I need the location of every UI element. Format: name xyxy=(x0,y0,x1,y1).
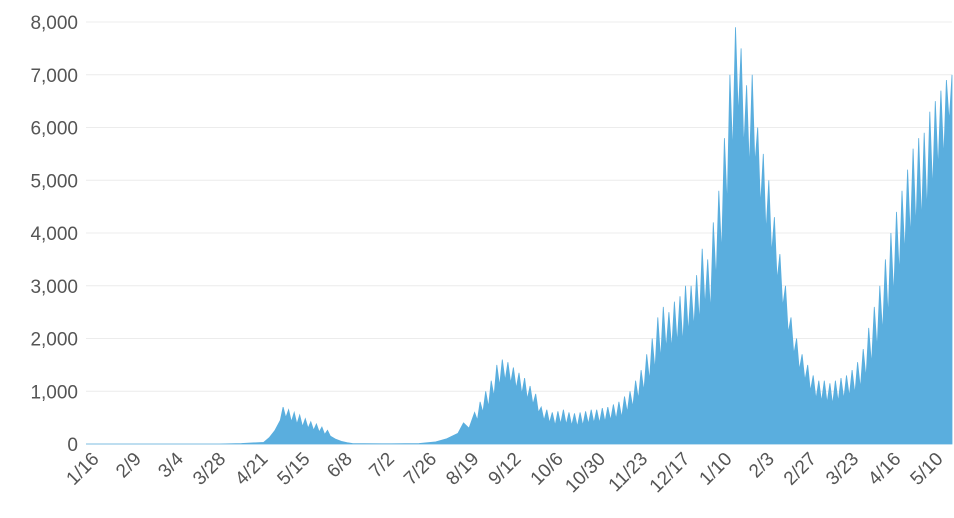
series-area xyxy=(86,27,953,445)
x-tick-label: 2/27 xyxy=(780,449,821,490)
x-tick-label: 3/4 xyxy=(154,448,188,482)
y-tick-label: 8,000 xyxy=(30,13,78,34)
x-axis-ticks: 1/16 2/9 3/4 3/28 4/21 5/15 6/8 7/2 7/26 8/19 9/12… xyxy=(63,448,948,497)
x-tick-label: 8/19 xyxy=(442,449,483,490)
x-tick-label: 3/28 xyxy=(189,449,230,490)
x-tick-label: 5/15 xyxy=(274,449,315,490)
x-tick-label: 2/9 xyxy=(112,449,146,483)
x-tick-label: 9/12 xyxy=(485,449,526,490)
x-tick-label: 1/10 xyxy=(696,449,737,490)
x-tick-label: 4/16 xyxy=(864,449,905,490)
x-tick-label: 5/10 xyxy=(907,449,948,490)
y-tick-label: 0 xyxy=(67,435,78,456)
x-tick-label: 12/17 xyxy=(646,449,694,497)
y-tick-label: 2,000 xyxy=(30,330,78,351)
x-tick-label: 7/2 xyxy=(365,449,399,483)
y-tick-label: 3,000 xyxy=(30,277,78,298)
y-tick-label: 7,000 xyxy=(30,66,78,87)
x-tick-label: 10/30 xyxy=(561,449,609,497)
x-tick-label: 2/3 xyxy=(745,449,779,483)
series-layer xyxy=(86,27,953,445)
y-tick-label: 4,000 xyxy=(30,224,78,245)
x-tick-label: 3/23 xyxy=(822,449,863,490)
y-axis-ticks: 0 1,000 2,000 3,000 4,000 5,000 6,000 7,000 8,00… xyxy=(30,13,78,456)
x-tick-label: 4/21 xyxy=(231,449,272,490)
x-tick-label: 7/26 xyxy=(400,449,441,490)
y-tick-label: 5,000 xyxy=(30,171,78,192)
y-tick-label: 1,000 xyxy=(30,382,78,403)
x-tick-label: 11/23 xyxy=(605,449,652,496)
y-tick-label: 6,000 xyxy=(30,119,78,140)
x-tick-label: 6/8 xyxy=(323,449,357,483)
gridlines xyxy=(86,21,952,445)
